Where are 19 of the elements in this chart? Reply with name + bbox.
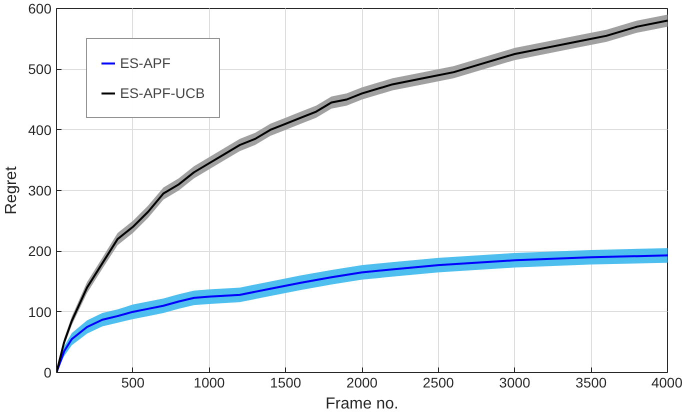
y-tick-label: 200 [28,243,52,260]
x-tick-label: 1500 [270,374,302,390]
legend-label: ES-APF-UCB [120,85,205,101]
legend-label: ES-APF [120,55,171,71]
x-tick-label: 2500 [422,374,454,390]
x-tick-label: 1000 [194,374,226,390]
x-tick-label: 3000 [499,374,531,390]
x-tick-label: 3500 [576,374,607,390]
x-axis-title: Frame no. [326,396,398,412]
x-tick-label: 500 [121,374,145,390]
y-tick-label: 300 [28,182,52,198]
y-tick-label: 600 [28,0,52,16]
y-tick-label: 400 [28,122,52,138]
y-tick-label: 100 [28,304,52,320]
x-tick-label: 2000 [346,374,378,390]
y-tick-label: 500 [28,61,52,78]
y-tick-label: 0 [44,364,52,380]
x-tick-label: 4000 [651,374,682,390]
y-axis-title: Regret [3,166,20,215]
